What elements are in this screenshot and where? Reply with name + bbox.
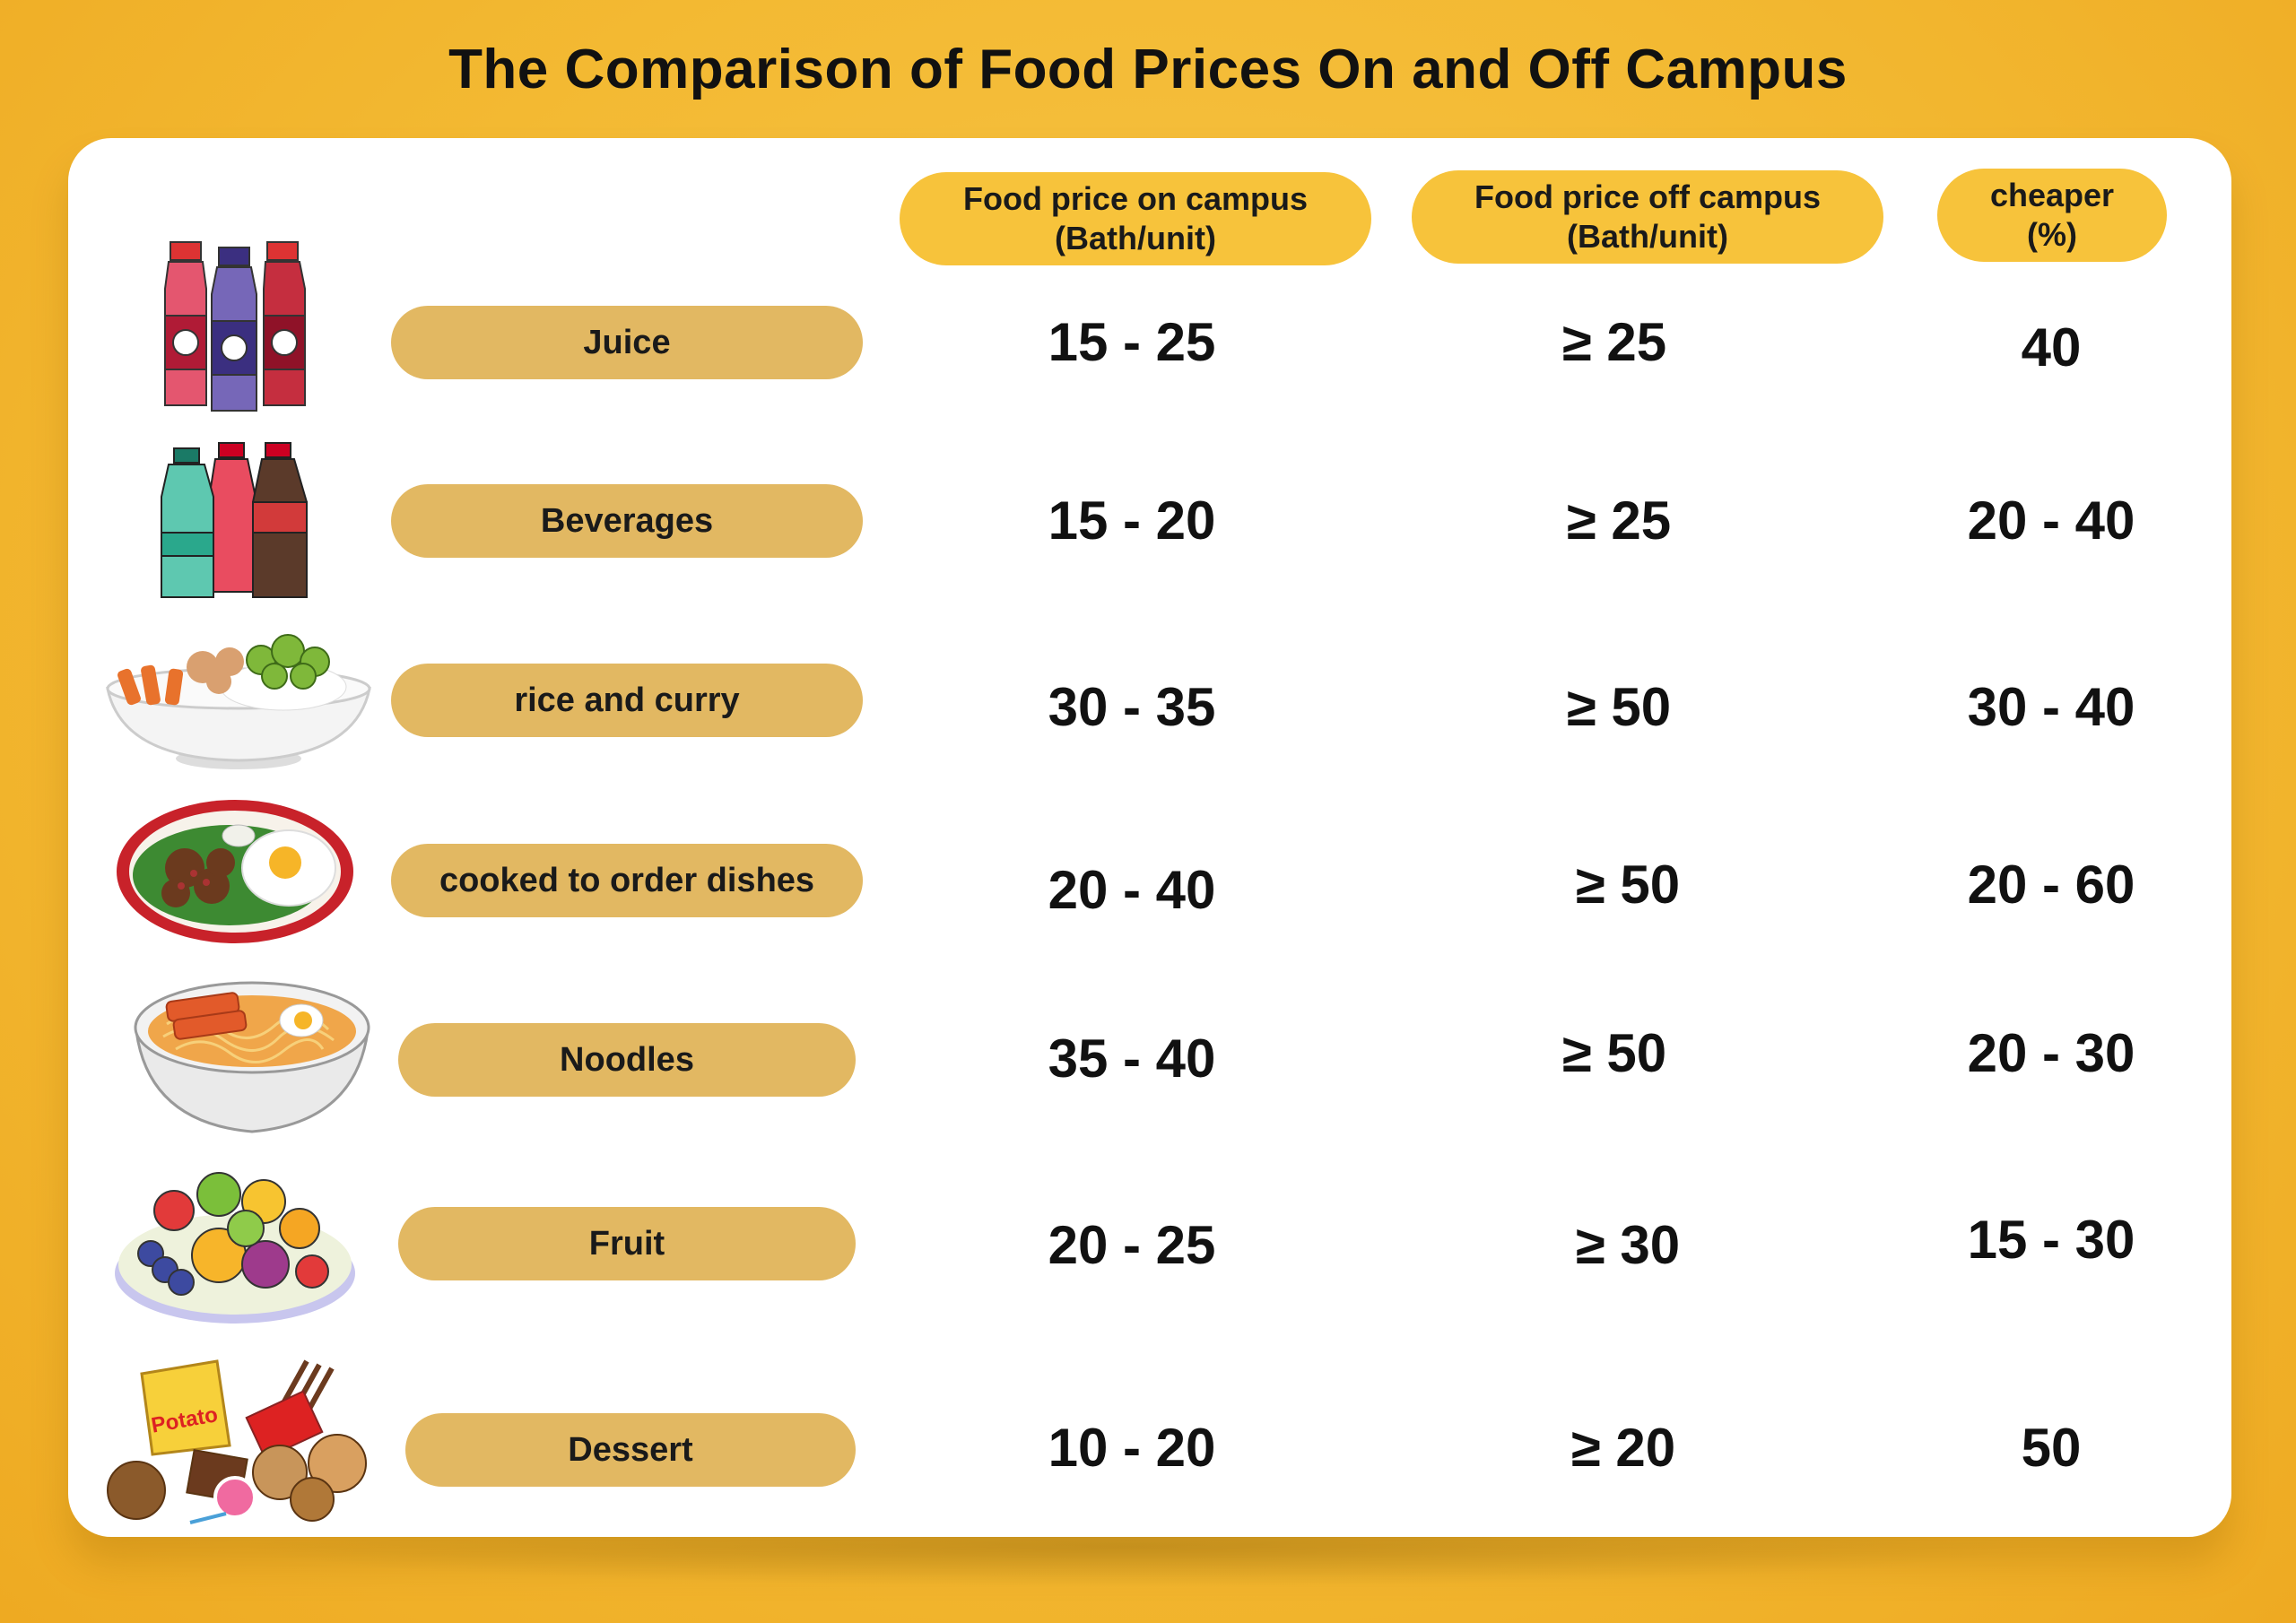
cheaper-juice: 40 — [2021, 317, 2082, 378]
rice-curry-bowl-icon — [106, 634, 371, 769]
on-campus-juice: 15 - 25 — [1048, 312, 1216, 372]
off-campus-juice: ≥ 25 — [1561, 312, 1667, 372]
off-campus-dessert: ≥ 20 — [1570, 1418, 1676, 1478]
juice-bottles-icon — [164, 241, 306, 412]
header-cheaper-label: cheaper (%) — [1989, 177, 2115, 253]
cheaper-cooked-to-order-dishes: 20 - 60 — [1967, 855, 2135, 915]
snacks-pile-icon: Potato — [107, 1359, 367, 1524]
header-off-campus-label: Food price off campus (Bath/unit) — [1474, 178, 1822, 255]
off-campus-cooked-to-order-dishes: ≥ 50 — [1575, 855, 1681, 915]
fried-egg-dish-icon — [117, 800, 353, 943]
on-campus-fruit: 20 - 25 — [1048, 1215, 1216, 1275]
on-campus-noodles: 35 - 40 — [1048, 1028, 1216, 1089]
row-label-juice: Juice — [391, 306, 863, 379]
off-campus-fruit: ≥ 30 — [1575, 1215, 1681, 1275]
noodle-bowl-icon — [134, 981, 370, 1133]
header-on-campus: Food price on campus (Bath/unit) — [900, 172, 1371, 265]
row-label-noodles: Noodles — [398, 1023, 856, 1097]
cheaper-dessert: 50 — [2021, 1418, 2082, 1478]
cheaper-beverages: 20 - 40 — [1967, 490, 2135, 551]
on-campus-beverages: 15 - 20 — [1048, 490, 1216, 551]
cheaper-fruit: 15 - 30 — [1967, 1210, 2135, 1270]
page-title: The Comparison of Food Prices On and Off… — [448, 39, 1848, 100]
row-label-fruit: Fruit — [398, 1207, 856, 1280]
fruit-plate-icon — [115, 1172, 355, 1324]
off-campus-beverages: ≥ 25 — [1566, 490, 1672, 551]
off-campus-noodles: ≥ 50 — [1561, 1023, 1667, 1083]
cheaper-noodles: 20 - 30 — [1967, 1023, 2135, 1083]
off-campus-rice-and-curry: ≥ 50 — [1566, 677, 1672, 737]
header-cheaper: cheaper (%) — [1937, 169, 2167, 262]
row-label-rice-and-curry: rice and curry — [391, 664, 863, 737]
on-campus-cooked-to-order-dishes: 20 - 40 — [1048, 860, 1216, 920]
row-label-dessert: Dessert — [405, 1413, 856, 1487]
on-campus-rice-and-curry: 30 - 35 — [1048, 677, 1216, 737]
soda-bottles-icon — [161, 442, 308, 598]
header-off-campus: Food price off campus (Bath/unit) — [1412, 170, 1883, 264]
header-on-campus-label: Food price on campus (Bath/unit) — [962, 180, 1309, 256]
row-label-beverages: Beverages — [391, 484, 863, 558]
row-label-cooked-to-order-dishes: cooked to order dishes — [391, 844, 863, 917]
cheaper-rice-and-curry: 30 - 40 — [1967, 677, 2135, 737]
on-campus-dessert: 10 - 20 — [1048, 1418, 1216, 1478]
